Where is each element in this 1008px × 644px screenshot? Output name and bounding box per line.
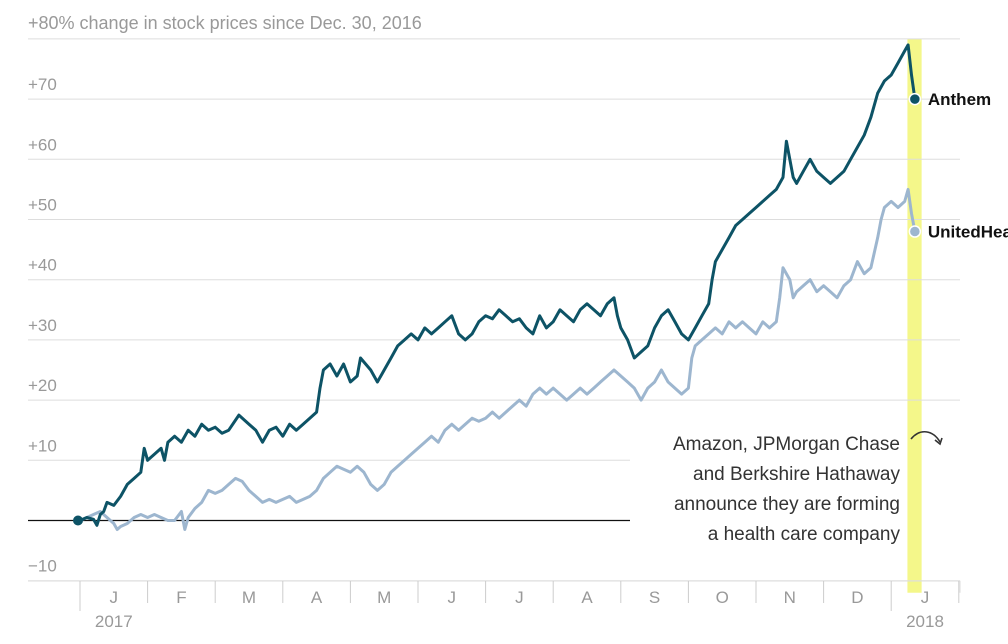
unitedhealth-line xyxy=(78,187,917,531)
y-axis: −10 +10 +20 +30 +40 +50 +60 +70 xyxy=(28,75,57,576)
x-month-label: J xyxy=(515,588,524,607)
anthem-label: Anthem xyxy=(928,90,991,109)
x-month-label: S xyxy=(649,588,660,607)
y-tick-label: +40 xyxy=(28,256,57,275)
y-tick-label: +60 xyxy=(28,135,57,154)
gridlines xyxy=(28,38,961,593)
anthem-end-dot xyxy=(908,92,922,106)
x-month-label: J xyxy=(921,588,930,607)
x-month-label: D xyxy=(851,588,863,607)
unitedhealth-end-dot xyxy=(908,225,922,238)
x-month-label: M xyxy=(377,588,391,607)
x-month-label: O xyxy=(716,588,729,607)
x-year-label: 2017 xyxy=(95,612,133,631)
x-month-label: N xyxy=(784,588,796,607)
x-year-label: 2018 xyxy=(906,612,944,631)
x-month-label: M xyxy=(242,588,256,607)
series-labels: Anthem UnitedHealth xyxy=(73,90,1008,526)
anthem-line xyxy=(78,43,917,527)
annotation-line-1: Amazon, JPMorgan Chase xyxy=(673,434,900,455)
x-month-label: F xyxy=(176,588,186,607)
chart-title: +80% change in stock prices since Dec. 3… xyxy=(28,13,422,33)
annotation-arrow-icon xyxy=(910,431,941,443)
start-dot xyxy=(73,515,83,526)
y-tick-label: +30 xyxy=(28,316,57,335)
y-tick-label: +20 xyxy=(28,376,57,395)
annotation-arrowhead-icon xyxy=(934,437,943,446)
y-tick-label: +10 xyxy=(28,436,57,455)
annotation-line-4: a health care company xyxy=(708,524,901,545)
x-month-label: J xyxy=(448,588,457,607)
series-lines xyxy=(78,43,917,531)
annotation-line-3: announce they are forming xyxy=(674,494,900,515)
y-tick-label: +70 xyxy=(28,75,57,94)
x-month-label: A xyxy=(581,588,593,607)
annotation: Amazon, JPMorgan Chase and Berkshire Hat… xyxy=(673,431,943,545)
y-tick-label: +50 xyxy=(28,196,57,215)
y-tick-label: −10 xyxy=(28,557,57,576)
x-month-label: J xyxy=(110,588,119,607)
x-axis: J F M A M J J A S O N D J 2017 2018 xyxy=(28,580,960,631)
unitedhealth-label: UnitedHealth xyxy=(928,223,1008,242)
x-month-label: A xyxy=(311,588,323,607)
highlight-band xyxy=(907,38,922,593)
annotation-line-2: and Berkshire Hathaway xyxy=(693,464,900,485)
